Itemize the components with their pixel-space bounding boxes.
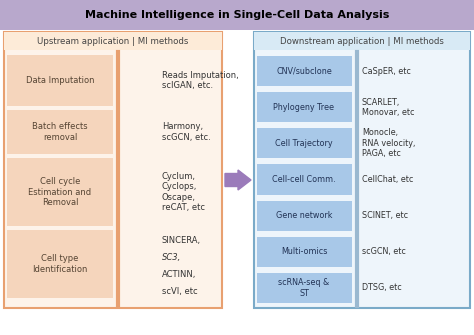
Text: DTSG, etc: DTSG, etc bbox=[362, 283, 402, 292]
FancyBboxPatch shape bbox=[7, 230, 113, 298]
Text: Cell cycle
Estimation and
Removal: Cell cycle Estimation and Removal bbox=[28, 177, 91, 207]
FancyBboxPatch shape bbox=[0, 0, 474, 30]
FancyBboxPatch shape bbox=[4, 32, 222, 50]
FancyBboxPatch shape bbox=[4, 32, 222, 308]
Text: SCARLET,
Monovar, etc: SCARLET, Monovar, etc bbox=[362, 97, 414, 117]
FancyBboxPatch shape bbox=[257, 273, 352, 303]
FancyBboxPatch shape bbox=[7, 110, 113, 154]
FancyBboxPatch shape bbox=[7, 55, 113, 106]
Text: Batch effects
removal: Batch effects removal bbox=[32, 122, 88, 142]
FancyBboxPatch shape bbox=[257, 92, 352, 122]
Text: scRNA-seq &
ST: scRNA-seq & ST bbox=[278, 278, 329, 297]
FancyBboxPatch shape bbox=[257, 237, 352, 267]
FancyBboxPatch shape bbox=[254, 32, 470, 308]
Text: Data Imputation: Data Imputation bbox=[26, 76, 94, 85]
Text: scVI, etc: scVI, etc bbox=[162, 287, 198, 296]
Text: Gene network: Gene network bbox=[276, 211, 332, 220]
FancyArrow shape bbox=[225, 170, 251, 190]
Text: SCINET, etc: SCINET, etc bbox=[362, 211, 408, 220]
FancyBboxPatch shape bbox=[257, 128, 352, 158]
FancyBboxPatch shape bbox=[257, 164, 352, 195]
FancyBboxPatch shape bbox=[257, 201, 352, 231]
FancyBboxPatch shape bbox=[7, 158, 113, 226]
Text: Cyclum,
Cyclops,
Oscape,
reCAT, etc: Cyclum, Cyclops, Oscape, reCAT, etc bbox=[162, 172, 205, 212]
Text: Machine Intelligence in Single-Cell Data Analysis: Machine Intelligence in Single-Cell Data… bbox=[85, 10, 389, 20]
Text: Monocle,
RNA velocity,
PAGA, etc: Monocle, RNA velocity, PAGA, etc bbox=[362, 128, 415, 158]
Text: Upstream application | MI methods: Upstream application | MI methods bbox=[37, 37, 189, 46]
Text: Harmony,
scGCN, etc.: Harmony, scGCN, etc. bbox=[162, 122, 211, 142]
Text: Cell Trajectory: Cell Trajectory bbox=[275, 139, 333, 148]
FancyBboxPatch shape bbox=[257, 56, 352, 86]
Text: ACTINN,: ACTINN, bbox=[162, 270, 196, 279]
Text: Downstream application | MI methods: Downstream application | MI methods bbox=[280, 37, 444, 46]
Text: Reads Imputation,
scIGAN, etc.: Reads Imputation, scIGAN, etc. bbox=[162, 71, 239, 90]
Text: CaSpER, etc: CaSpER, etc bbox=[362, 67, 411, 76]
Text: CNV/subclone: CNV/subclone bbox=[276, 67, 332, 76]
Text: SINCERA,: SINCERA, bbox=[162, 236, 201, 245]
Text: Multi-omics: Multi-omics bbox=[281, 247, 327, 256]
Text: CellChat, etc: CellChat, etc bbox=[362, 175, 413, 184]
Text: SC3,: SC3, bbox=[162, 253, 181, 262]
FancyBboxPatch shape bbox=[254, 32, 470, 50]
Text: Cell-cell Comm.: Cell-cell Comm. bbox=[272, 175, 336, 184]
Text: Cell type
Identification: Cell type Identification bbox=[32, 254, 88, 274]
Text: Phylogeny Tree: Phylogeny Tree bbox=[273, 103, 335, 112]
Text: scGCN, etc: scGCN, etc bbox=[362, 247, 406, 256]
